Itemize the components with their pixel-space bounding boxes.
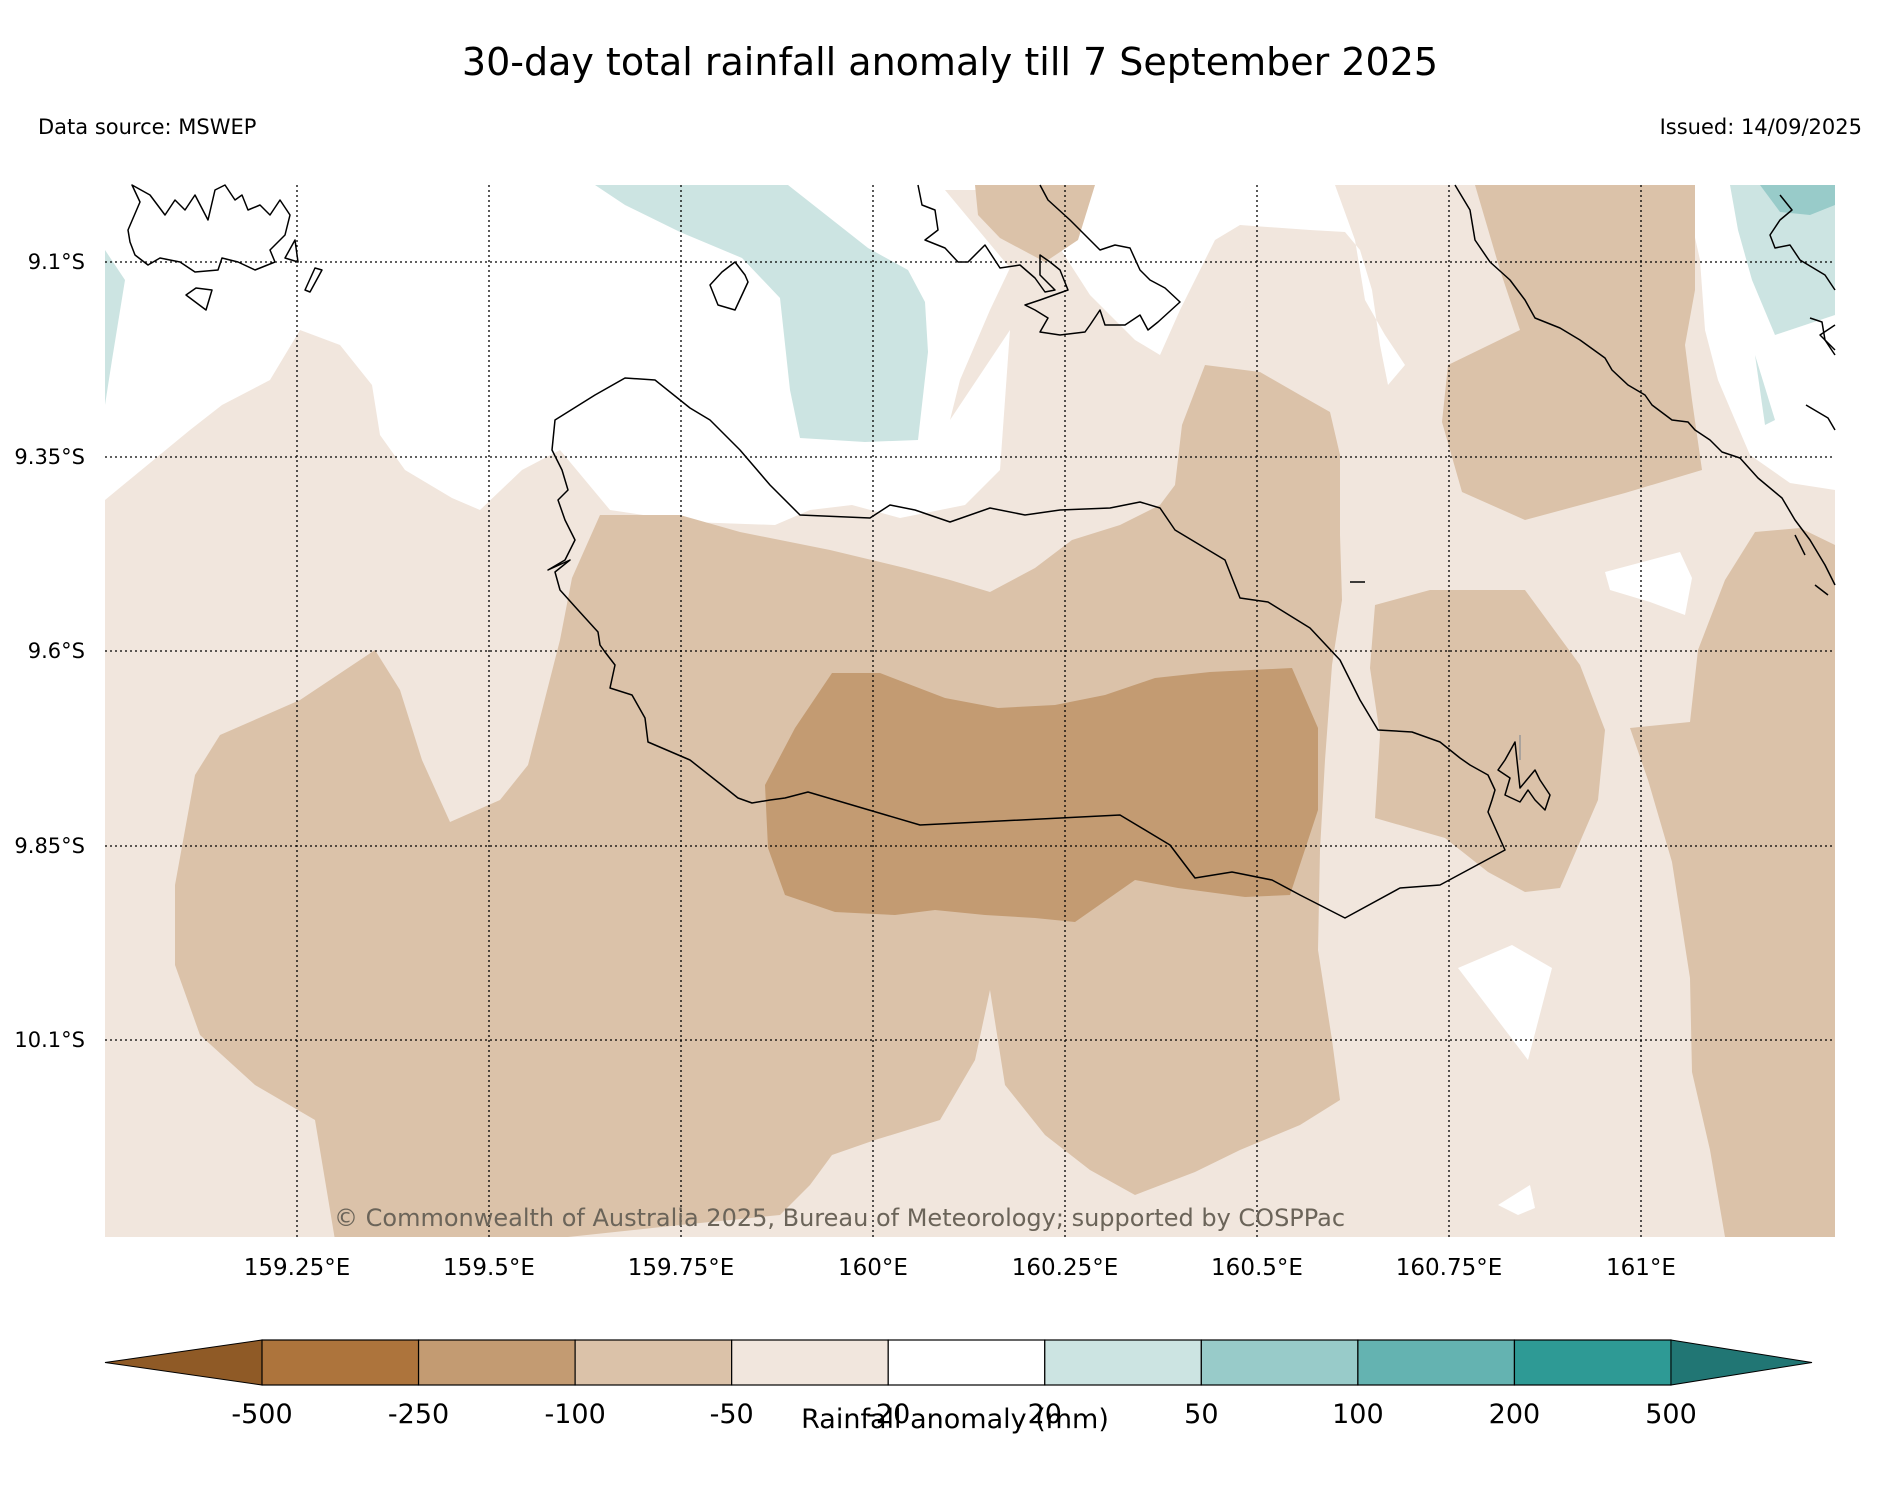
map-title: 30-day total rainfall anomaly till 7 Sep… [462,40,1438,84]
colorbar-tick-label: 100 [1332,1399,1384,1430]
lon-label: 159.25°E [244,1255,351,1281]
lat-label: 9.6°S [28,639,85,663]
anomaly-zone-dry [175,365,1342,1237]
anomaly-zone-wet [1730,185,1835,335]
colorbar-tick-label: -100 [544,1399,605,1430]
latitude-labels: 9.1°S 9.35°S 9.6°S 9.85°S 10.1°S [14,250,85,1052]
anomaly-zone-near-normal [1498,1185,1535,1215]
lat-label: 9.1°S [28,250,85,274]
coastline [127,184,1836,919]
issued-date-label: Issued: 14/09/2025 [1660,115,1862,139]
colorbar-tick-label: -50 [710,1399,754,1430]
lon-label: 160°E [838,1255,908,1281]
lon-label: 159.75°E [628,1255,735,1281]
colorbar-cell [887,1339,1046,1386]
colorbar-cell [1513,1339,1672,1386]
anomaly-zone-dry [1370,590,1605,892]
longitude-labels: 159.25°E 159.5°E 159.75°E 160°E 160.25°E… [244,1255,1676,1281]
colorbar-tick-label: 500 [1645,1399,1697,1430]
colorbar-cell [1357,1339,1516,1386]
rainfall-map: © Commonwealth of Australia 2025, Bureau… [105,184,1836,1237]
lon-label: 161°E [1606,1255,1676,1281]
colorbar-extend-high [1670,1339,1813,1386]
lat-label: 9.85°S [14,834,85,858]
colorbar-tick-label: -250 [388,1399,449,1430]
lon-label: 159.5°E [443,1255,535,1281]
anomaly-zone-dry [1630,528,1835,1237]
colorbar: -500 -250 -100 -50 -20 20 50 100 200 500 Rainfall… [104,1339,1813,1435]
colorbar-tick-label: 200 [1489,1399,1541,1430]
colorbar-extend-low [104,1339,263,1386]
colorbar-tick-label: 20 [1028,1399,1062,1430]
lon-label: 160.5°E [1211,1255,1303,1281]
anomaly-zone-moderately-wet [1760,185,1835,215]
lat-label: 10.1°S [14,1028,85,1052]
graticule [105,185,1835,1237]
colorbar-label: Rainfall anomaly (mm) [801,1404,1109,1435]
lon-label: 160.25°E [1012,1255,1119,1281]
anomaly-zone-dry [1442,185,1702,520]
colorbar-cell [261,1339,420,1386]
anomaly-zone-very-dry [765,668,1318,922]
anomaly-zone-near-normal [1458,945,1552,1060]
colorbar-cell [731,1339,889,1386]
colorbar-tick-label: 50 [1184,1399,1218,1430]
anomaly-zone-wet [105,250,125,405]
copyright-notice: © Commonwealth of Australia 2025, Bureau… [334,1204,1345,1232]
colorbar-tick-label: -20 [866,1399,910,1430]
anomaly-zone-dry [975,185,1095,262]
colorbar-cell [417,1339,576,1386]
colorbar-cell [574,1339,733,1386]
lat-label: 9.35°S [14,445,85,469]
anomaly-zone-near-normal [1605,552,1692,615]
anomaly-zone-near-normal [105,185,1405,525]
lon-label: 160.75°E [1396,1255,1503,1281]
anomaly-zone-wet [1755,355,1775,425]
colorbar-cell [1200,1339,1359,1386]
data-source-label: Data source: MSWEP [38,115,256,139]
colorbar-tick-label: -500 [231,1399,292,1430]
colorbar-cell [1044,1339,1202,1386]
anomaly-zone-wet [595,185,928,442]
